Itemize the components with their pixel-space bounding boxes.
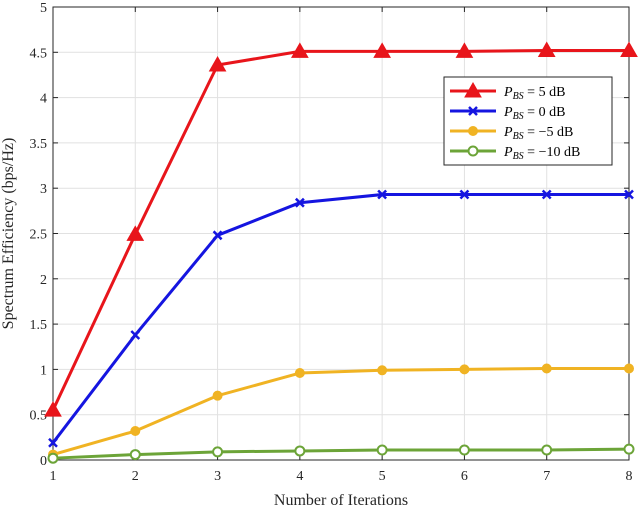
data-point-x bbox=[377, 189, 388, 200]
x-tick-label: 5 bbox=[379, 469, 386, 484]
y-tick-label: 3.5 bbox=[30, 137, 48, 152]
data-point-x-stroke bbox=[130, 330, 141, 340]
series-layer bbox=[44, 41, 638, 464]
data-point-triangle bbox=[44, 401, 62, 417]
series-1 bbox=[44, 41, 638, 417]
data-point-triangle bbox=[455, 42, 474, 58]
x-tick-label: 7 bbox=[543, 469, 550, 484]
x-tick-label: 2 bbox=[132, 469, 139, 484]
data-point-x bbox=[48, 437, 58, 448]
legend-label: PBS = −10 dB bbox=[503, 145, 580, 162]
legend-var: P bbox=[503, 85, 513, 100]
legend-sub: BS bbox=[513, 111, 524, 122]
data-point-x-stroke bbox=[377, 189, 388, 200]
data-point-dot bbox=[212, 390, 223, 401]
data-point-x bbox=[130, 330, 141, 340]
y-tick-label: 4 bbox=[40, 92, 47, 107]
data-point-x bbox=[459, 189, 470, 200]
y-tick-label: 4.5 bbox=[30, 46, 48, 61]
y-tick-label: 2 bbox=[40, 273, 47, 288]
data-point-x-stroke bbox=[624, 189, 634, 200]
axis-ticks: 1 2 3 4 5 6 7 8 0 0.5 1 1.5 2 2.5 3 3.5 4 4.5 5 bbox=[30, 1, 633, 484]
data-point-circle bbox=[541, 444, 553, 456]
y-tick-label: 1.5 bbox=[30, 318, 48, 333]
data-point-triangle bbox=[290, 42, 309, 58]
series-line bbox=[52, 366, 629, 457]
data-point-circle bbox=[212, 446, 224, 458]
data-point-dot bbox=[624, 363, 634, 374]
x-tick-label: 4 bbox=[296, 469, 303, 484]
legend-sub: BS bbox=[513, 151, 524, 162]
data-point-triangle bbox=[537, 41, 556, 57]
data-point-triangle bbox=[464, 81, 482, 98]
series-line bbox=[51, 48, 629, 411]
x-tick-label: 6 bbox=[461, 469, 468, 484]
series-2 bbox=[48, 189, 634, 448]
data-point-circle bbox=[129, 449, 141, 461]
data-point-x bbox=[294, 197, 305, 208]
data-point-circle bbox=[467, 145, 479, 157]
y-tick-label: 3 bbox=[40, 182, 47, 197]
data-point-circle bbox=[294, 445, 306, 457]
legend-item: PBS = 5 dB bbox=[450, 81, 565, 102]
data-point-dot bbox=[541, 363, 552, 374]
x-tick-label: 1 bbox=[50, 469, 57, 484]
legend-label: PBS = −5 dB bbox=[503, 125, 573, 142]
data-point-circle bbox=[376, 444, 388, 456]
data-point-triangle bbox=[126, 225, 145, 241]
legend-rest: = −10 dB bbox=[524, 145, 581, 160]
legend-var: P bbox=[503, 105, 513, 120]
data-point-x-stroke bbox=[294, 197, 305, 208]
data-point-x-stroke bbox=[212, 230, 223, 241]
x-axis-label: Number of Iterations bbox=[274, 492, 408, 509]
legend-sub: BS bbox=[513, 131, 524, 142]
data-point-dot bbox=[377, 365, 388, 376]
data-point-dot bbox=[294, 368, 305, 379]
data-point-circle bbox=[623, 443, 635, 455]
data-point-x bbox=[468, 106, 478, 116]
data-point-dot bbox=[459, 364, 470, 375]
y-tick-label: 2.5 bbox=[30, 228, 48, 243]
series-4 bbox=[47, 443, 635, 464]
legend-item: PBS = −10 dB bbox=[450, 145, 580, 162]
data-point-triangle bbox=[373, 42, 392, 58]
legend-rest: = 5 dB bbox=[524, 85, 566, 100]
y-tick-label: 0 bbox=[40, 454, 47, 469]
legend-item: PBS = 0 dB bbox=[450, 105, 565, 122]
data-point-x-stroke bbox=[541, 189, 552, 200]
legend-label: PBS = 0 dB bbox=[503, 105, 565, 122]
legend-label: PBS = 5 dB bbox=[503, 85, 565, 102]
data-point-x bbox=[624, 189, 634, 200]
data-point-x-stroke bbox=[468, 106, 478, 116]
y-tick-label: 0.5 bbox=[30, 409, 48, 424]
legend-var: P bbox=[503, 145, 513, 160]
legend-sub: BS bbox=[513, 91, 524, 102]
data-point-x bbox=[541, 189, 552, 200]
legend-item: PBS = −5 dB bbox=[450, 125, 573, 142]
y-tick-label: 1 bbox=[40, 363, 47, 378]
legend-var: P bbox=[503, 125, 513, 140]
data-point-dot bbox=[468, 126, 478, 136]
data-point-triangle bbox=[620, 41, 638, 57]
data-point-x-stroke bbox=[48, 437, 58, 448]
x-tick-label: 3 bbox=[214, 469, 221, 484]
series-line bbox=[51, 193, 629, 444]
x-tick-label: 8 bbox=[626, 469, 633, 484]
y-tick-label: 5 bbox=[40, 1, 47, 16]
data-point-circle bbox=[47, 452, 59, 464]
legend-rest: = −5 dB bbox=[524, 125, 574, 140]
y-axis-label: Spectrum Efficiency (bps/Hz) bbox=[0, 138, 17, 330]
series-line bbox=[52, 447, 630, 460]
data-point-circle bbox=[458, 444, 470, 456]
data-point-x-stroke bbox=[459, 189, 470, 200]
data-point-dot bbox=[130, 426, 141, 437]
data-point-triangle bbox=[208, 55, 227, 72]
data-point-x bbox=[212, 230, 223, 241]
legend-rest: = 0 dB bbox=[524, 105, 566, 120]
